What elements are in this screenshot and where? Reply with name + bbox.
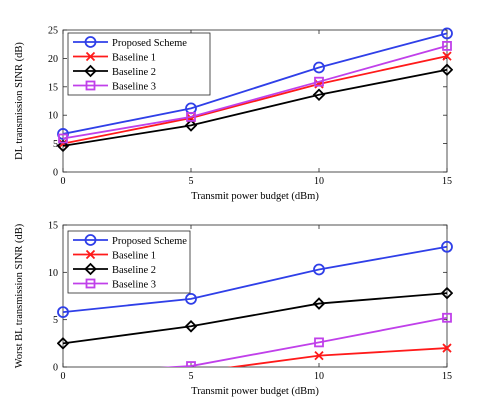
chart2-series-2 bbox=[226, 343, 452, 367]
chart1-series-3-point bbox=[57, 139, 70, 153]
chart2-plot-area bbox=[62, 224, 448, 368]
chart1-legend: Proposed Scheme Baseline 1 Baseline 2 Basel… bbox=[67, 32, 211, 96]
chart1-series-3-point bbox=[440, 63, 453, 77]
chart1-x-axis-label: Transmit power budget (dBm) bbox=[191, 191, 319, 202]
chart2-x-tick-label: 10 bbox=[314, 371, 324, 382]
chart1-y-tick-label: 20 bbox=[48, 54, 58, 65]
chart1-x-tick-label: 0 bbox=[61, 176, 66, 187]
chart1-series-1-point bbox=[313, 61, 325, 74]
chart2-series-1-point bbox=[313, 263, 325, 276]
chart1-series-4-point bbox=[186, 112, 196, 122]
chart1-series-2-line bbox=[62, 55, 448, 145]
chart1-x-tick-label: 5 bbox=[189, 176, 194, 187]
chart2-x-tick-label: 0 bbox=[61, 371, 66, 382]
chart1-series-1-point bbox=[57, 128, 69, 140]
chart2-series-1-point bbox=[185, 292, 197, 305]
chart2-y-tick-label: 5 bbox=[53, 315, 58, 326]
chart2-series-4 bbox=[159, 312, 452, 367]
chart1-series-4-point bbox=[58, 133, 68, 144]
chart1-y-tick-label: 15 bbox=[48, 82, 58, 93]
chart2-series-3 bbox=[57, 286, 453, 350]
chart1-series-2-point bbox=[442, 51, 452, 61]
chart1-legend-swatch-marker bbox=[84, 36, 97, 48]
chart2-series-3-line bbox=[62, 292, 448, 345]
chart2-y-tick-label: 15 bbox=[48, 221, 58, 232]
chart2-x-tick-label: 15 bbox=[442, 371, 452, 382]
chart2-legend-swatch-marker bbox=[85, 278, 96, 289]
chart1-x-tick-label: 15 bbox=[442, 176, 452, 187]
chart1-legend-swatch-marker bbox=[85, 80, 96, 91]
chart2-series-1-line bbox=[62, 245, 448, 313]
chart2-legend-label: Proposed Scheme bbox=[112, 236, 187, 247]
chart2-series-1 bbox=[57, 240, 453, 318]
chart2-y-tick-label: 0 bbox=[53, 363, 58, 374]
chart1-series-3-point bbox=[312, 88, 326, 102]
chart1-series-3-line bbox=[62, 68, 448, 147]
chart1-plot-area bbox=[62, 29, 448, 173]
chart2-series-1-point bbox=[441, 240, 453, 253]
chart2-x-axis-label: Transmit power budget (dBm) bbox=[191, 386, 319, 397]
chart1-legend-swatch-marker bbox=[84, 64, 97, 78]
chart2: 0 5 10 15 0 5 10 15 Transmit power budget (dBm) W… bbox=[14, 221, 453, 397]
chart2-legend-swatch-marker bbox=[85, 249, 96, 260]
chart1-legend-label: Baseline 2 bbox=[112, 67, 156, 78]
chart1-legend-label: Baseline 1 bbox=[112, 52, 156, 63]
chart2-series-1-point bbox=[57, 306, 69, 318]
chart2-y-axis-label: Worst BL transmission SINR (dB) bbox=[14, 223, 25, 368]
chart2-series-3-point bbox=[440, 286, 453, 300]
chart1-legend-label: Proposed Scheme bbox=[112, 38, 187, 49]
chart2-legend-swatch-marker bbox=[84, 234, 97, 246]
chart1-legend-swatch-marker bbox=[85, 51, 96, 62]
chart2-legend-label: Baseline 1 bbox=[112, 250, 156, 261]
chart1-series-4-point bbox=[314, 76, 324, 87]
chart1-y-tick-label: 0 bbox=[53, 168, 58, 179]
chart2-legend: Proposed Scheme Baseline 1 Baseline 2 Basel… bbox=[67, 230, 191, 294]
chart1-series-4-point bbox=[442, 41, 452, 51]
chart2-series-4-point bbox=[442, 312, 452, 323]
chart2-series-3-point bbox=[184, 320, 198, 333]
chart1-y-tick-label: 5 bbox=[53, 139, 58, 150]
chart1-series-1-line bbox=[62, 32, 448, 135]
chart1-series-4-line bbox=[62, 45, 448, 140]
chart1-series-3 bbox=[57, 63, 453, 153]
chart2-series-4-point bbox=[314, 337, 324, 348]
chart1-x-tick-label: 10 bbox=[314, 176, 324, 187]
chart1-series-1-point bbox=[441, 27, 453, 40]
chart1-legend-label: Baseline 3 bbox=[112, 81, 156, 92]
chart1-series-4 bbox=[58, 41, 452, 144]
chart1-y-tick-label: 25 bbox=[48, 26, 58, 37]
chart2-legend-label: Baseline 3 bbox=[112, 279, 156, 290]
chart2-x-tick-label: 5 bbox=[189, 371, 194, 382]
chart2-series-2-line bbox=[226, 347, 448, 367]
chart1-y-tick-label: 10 bbox=[48, 111, 58, 122]
chart2-series-3-point bbox=[57, 337, 70, 350]
chart1: 0 5 10 15 0 5 10 15 20 25 Transmit power budget (d… bbox=[14, 26, 453, 202]
chart2-series-2-point bbox=[314, 351, 324, 361]
chart1-series-3-point bbox=[184, 119, 198, 132]
chart2-series-4-line bbox=[159, 316, 448, 367]
chart2-series-4-point bbox=[186, 361, 196, 367]
chart2-y-tick-label: 10 bbox=[48, 268, 58, 279]
chart1-y-axis-label: DL transmission SINR (dB) bbox=[14, 42, 25, 160]
chart2-legend-swatch-marker bbox=[84, 262, 97, 276]
chart2-legend-label: Baseline 2 bbox=[112, 265, 156, 276]
chart2-series-3-point bbox=[312, 297, 326, 310]
chart2-series-2-point bbox=[442, 343, 452, 353]
